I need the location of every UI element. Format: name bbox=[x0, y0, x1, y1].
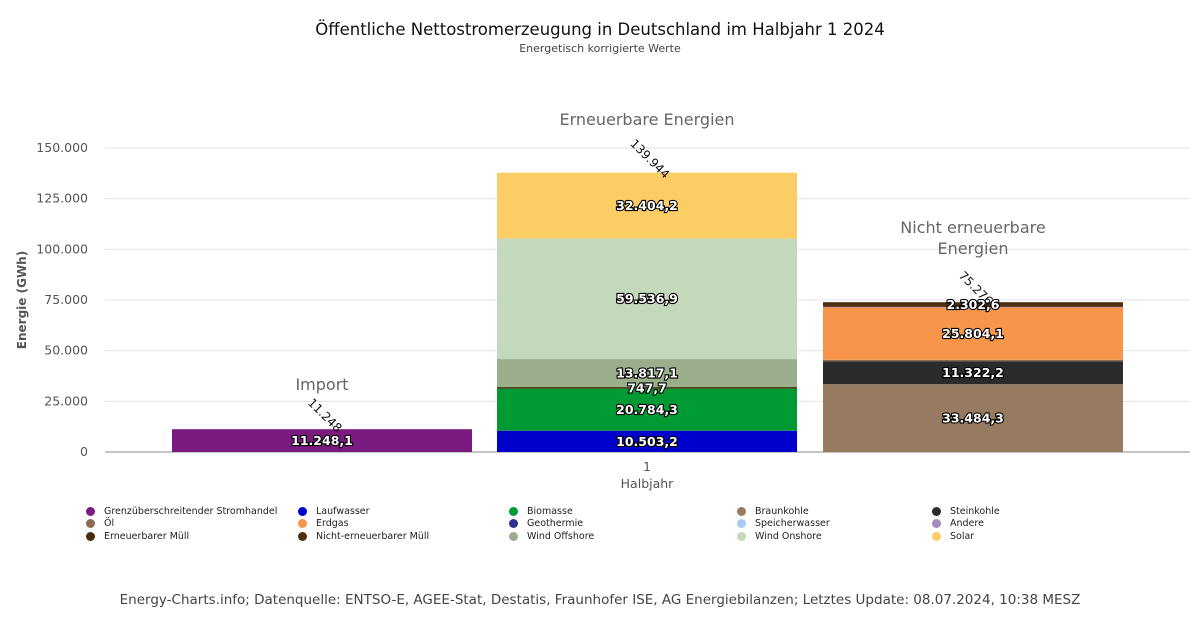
legend-swatch bbox=[86, 519, 95, 529]
legend-swatch bbox=[298, 531, 307, 541]
bar-segment bbox=[823, 359, 1123, 362]
y-tick-label: 25.000 bbox=[44, 393, 88, 408]
legend-swatch bbox=[737, 531, 746, 541]
legend-swatch bbox=[932, 519, 941, 529]
legend-swatch bbox=[298, 519, 307, 529]
legend-label: Andere bbox=[950, 518, 984, 530]
legend-swatch bbox=[86, 506, 95, 516]
source-footer: Energy-Charts.info; Datenquelle: ENTSO-E… bbox=[119, 592, 1081, 608]
data-label: 25.804,1 bbox=[942, 326, 1004, 341]
legend-swatch bbox=[932, 506, 941, 516]
legend-item[interactable]: Laufwasser bbox=[298, 505, 509, 518]
legend-label: Biomasse bbox=[527, 505, 573, 517]
bar-segment bbox=[497, 430, 797, 452]
chart-subtitle: Energetisch korrigierte Werte bbox=[519, 42, 681, 55]
data-label: 2.302,6 bbox=[947, 297, 1000, 312]
legend-item[interactable]: Andere bbox=[932, 518, 1132, 531]
bar-segment bbox=[497, 387, 797, 389]
bar-segment bbox=[497, 359, 797, 388]
legend-label: Speicherwasser bbox=[755, 518, 830, 530]
legend-swatch bbox=[509, 519, 518, 529]
y-axis-label: Energie (GWh) bbox=[15, 251, 29, 349]
legend-label: Wind Offshore bbox=[527, 530, 595, 542]
legend-swatch bbox=[932, 531, 941, 541]
legend-label: Geothermie bbox=[527, 518, 584, 530]
bar-segment bbox=[823, 306, 1123, 308]
y-tick-label: 0 bbox=[80, 444, 88, 459]
legend-label: Braunkohle bbox=[755, 505, 809, 517]
legend-label: Wind Onshore bbox=[755, 530, 822, 542]
y-tick-label: 150.000 bbox=[36, 140, 88, 155]
bar-segment bbox=[497, 388, 797, 431]
data-label: 32.404,2 bbox=[616, 198, 678, 213]
legend-item[interactable]: Braunkohle bbox=[737, 505, 932, 518]
legend-label: Laufwasser bbox=[316, 505, 370, 517]
chart-legend: Grenzüberschreitender Stromhandel Laufwas… bbox=[86, 505, 1196, 543]
legend-label: Öl bbox=[104, 518, 115, 530]
legend-label: Solar bbox=[950, 530, 975, 542]
legend-item[interactable]: Erdgas bbox=[298, 518, 509, 531]
y-tick-label: 100.000 bbox=[36, 241, 88, 256]
data-label: 13.817,1 bbox=[616, 366, 678, 381]
data-label: 59.536,9 bbox=[616, 291, 678, 306]
x-tick-label: 1 bbox=[643, 459, 651, 474]
legend-item[interactable]: Speicherwasser bbox=[737, 518, 932, 531]
legend-swatch bbox=[86, 531, 95, 541]
legend-item[interactable]: Biomasse bbox=[509, 505, 737, 518]
legend-item[interactable]: Geothermie bbox=[509, 518, 737, 531]
legend-item[interactable]: Wind Offshore bbox=[509, 530, 737, 543]
legend-item[interactable]: Nicht-erneuerbarer Müll bbox=[298, 530, 509, 543]
legend-swatch bbox=[509, 531, 518, 541]
data-label: 20.784,3 bbox=[616, 402, 678, 417]
legend-swatch bbox=[737, 506, 746, 516]
legend-label: Grenzüberschreitender Stromhandel bbox=[104, 505, 278, 517]
legend-label: Nicht-erneuerbarer Müll bbox=[316, 530, 430, 542]
legend-label: Steinkohle bbox=[950, 505, 1000, 517]
legend-item[interactable]: Steinkohle bbox=[932, 505, 1132, 518]
x-axis-label: Halbjahr bbox=[621, 476, 675, 491]
data-label: 10.503,2 bbox=[616, 434, 678, 449]
bar-segment bbox=[823, 384, 1123, 452]
legend-swatch bbox=[509, 506, 518, 516]
legend-item[interactable]: Wind Onshore bbox=[737, 530, 932, 543]
y-tick-label: 50.000 bbox=[44, 343, 88, 358]
group-label: Nicht erneuerbare bbox=[900, 218, 1045, 237]
bar-segment bbox=[497, 238, 797, 360]
data-label: 33.484,3 bbox=[942, 411, 1004, 426]
bar-segment bbox=[497, 172, 797, 239]
y-tick-label: 75.000 bbox=[44, 292, 88, 307]
group-label: Energien bbox=[938, 239, 1009, 258]
legend-item[interactable]: Erneuerbarer Müll bbox=[86, 530, 298, 543]
legend-label: Erneuerbarer Müll bbox=[104, 530, 190, 542]
group-label: Erneuerbare Energien bbox=[559, 110, 734, 129]
data-label: 747,7 bbox=[627, 380, 667, 395]
chart-title: Öffentliche Nettostromerzeugung in Deuts… bbox=[315, 20, 885, 39]
legend-item[interactable]: Grenzüberschreitender Stromhandel bbox=[86, 505, 298, 518]
bar-segment bbox=[172, 429, 472, 452]
stacked-bar-chart: 0 25.000 50.000 75.000 100.000 125.000 150.000… bbox=[15, 110, 1190, 491]
y-tick-label: 125.000 bbox=[36, 191, 88, 206]
bar-segment bbox=[823, 361, 1123, 385]
legend-item[interactable]: Öl bbox=[86, 518, 298, 531]
data-label: 11.248,1 bbox=[291, 433, 353, 448]
group-label: Import bbox=[295, 375, 348, 394]
legend-label: Erdgas bbox=[316, 518, 349, 530]
legend-item[interactable]: Solar bbox=[932, 530, 1132, 543]
data-label: 11.322,2 bbox=[942, 365, 1004, 380]
legend-swatch bbox=[737, 519, 746, 529]
legend-swatch bbox=[298, 506, 307, 516]
bar-segment bbox=[823, 307, 1123, 360]
bar-segment bbox=[823, 302, 1123, 307]
